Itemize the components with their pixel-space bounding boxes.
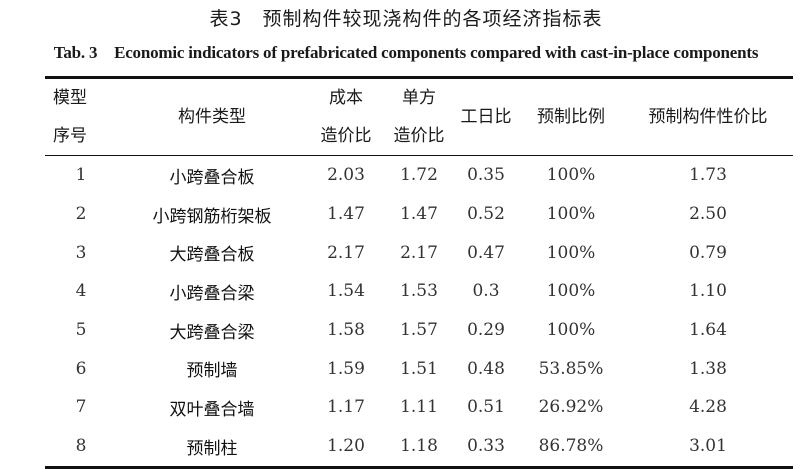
cell-cost-performance: 1.10: [689, 281, 727, 302]
cell-labor-ratio: 0.33: [467, 436, 505, 457]
cell-cost-ratio: 1.20: [327, 436, 365, 457]
table-subtitle: Tab. 3 Economic indicators of prefabrica…: [53, 43, 759, 62]
cell-prefab-ratio: 100%: [546, 165, 596, 186]
cell-component-type: 预制柱: [186, 438, 238, 459]
cell-model-no: 8: [75, 436, 87, 457]
cell-unit-cost-ratio: 1.18: [400, 436, 438, 457]
cell-cost-performance: 1.64: [689, 320, 727, 341]
table-header-row: 模型序号 构件类型 成本造价比 单方造价比 工日比 预制比例 预制构件性价比: [45, 77, 793, 156]
header-line: 成本: [329, 88, 363, 108]
table-title: 表3 预制构件较现浇构件的各项经济指标表: [209, 8, 603, 30]
cell-component-type: 预制墙: [186, 361, 238, 382]
cell-cost-ratio: 1.54: [327, 281, 365, 302]
column-header-cost-ratio: 成本 造价比: [307, 78, 385, 156]
header-line: 序号: [53, 126, 87, 146]
cell-prefab-ratio: 100%: [546, 320, 596, 341]
cell-cost-ratio: 2.17: [327, 242, 365, 263]
cell-prefab-ratio: 53.85%: [538, 358, 604, 379]
column-header-model-no: 模型 序号: [45, 78, 117, 156]
column-header-labor-ratio: 工日比: [460, 107, 512, 127]
cell-cost-ratio: 1.59: [327, 358, 365, 379]
header-line: 模型: [53, 88, 87, 108]
cell-unit-cost-ratio: 2.17: [400, 242, 438, 263]
economic-indicators-table: 模型序号 构件类型 成本造价比 单方造价比 工日比 预制比例 预制构件性价比 1…: [45, 76, 793, 469]
column-header-component-type: 构件类型: [178, 107, 246, 127]
cell-labor-ratio: 0.52: [467, 204, 505, 225]
cell-labor-ratio: 0.29: [467, 320, 505, 341]
cell-labor-ratio: 0.35: [467, 165, 505, 186]
cell-labor-ratio: 0.51: [467, 397, 505, 418]
cell-model-no: 3: [75, 242, 87, 263]
cell-model-no: 2: [75, 204, 87, 225]
cell-model-no: 4: [75, 281, 87, 302]
cell-component-type: 小跨叠合板: [169, 167, 255, 188]
header-line: 造价比: [393, 126, 445, 146]
cell-unit-cost-ratio: 1.47: [400, 204, 438, 225]
table-row: 5 大跨叠合梁 1.58 1.57 0.29 100% 1.64: [45, 311, 793, 350]
column-header-prefab-ratio: 预制比例: [537, 107, 605, 127]
table-row: 1 小跨叠合板 2.03 1.72 0.35 100% 1.73: [45, 156, 793, 195]
cell-cost-performance: 0.79: [689, 242, 727, 263]
cell-model-no: 5: [75, 320, 87, 341]
table-row: 4 小跨叠合梁 1.54 1.53 0.3 100% 1.10: [45, 272, 793, 311]
cell-model-no: 7: [75, 397, 87, 418]
cell-unit-cost-ratio: 1.51: [400, 358, 438, 379]
cell-prefab-ratio: 26.92%: [538, 397, 604, 418]
cell-unit-cost-ratio: 1.72: [400, 165, 438, 186]
cell-prefab-ratio: 100%: [546, 281, 596, 302]
cell-labor-ratio: 0.3: [472, 281, 500, 302]
cell-unit-cost-ratio: 1.53: [400, 281, 438, 302]
cell-cost-performance: 1.38: [689, 358, 727, 379]
cell-prefab-ratio: 100%: [546, 204, 596, 225]
cell-cost-performance: 3.01: [689, 436, 727, 457]
cell-cost-ratio: 1.58: [327, 320, 365, 341]
header-line: 单方: [402, 88, 436, 108]
cell-labor-ratio: 0.47: [467, 242, 505, 263]
cell-component-type: 大跨叠合梁: [169, 322, 255, 343]
cell-labor-ratio: 0.48: [467, 358, 505, 379]
cell-model-no: 1: [75, 165, 87, 186]
cell-cost-ratio: 1.47: [327, 204, 365, 225]
cell-component-type: 小跨钢筋桁架板: [152, 206, 272, 227]
cell-component-type: 大跨叠合板: [169, 245, 255, 266]
cell-cost-ratio: 2.03: [327, 165, 365, 186]
table-row: 2 小跨钢筋桁架板 1.47 1.47 0.52 100% 2.50: [45, 195, 793, 234]
column-header-cost-performance: 预制构件性价比: [648, 107, 768, 127]
cell-component-type: 双叶叠合墙: [169, 399, 255, 420]
cell-unit-cost-ratio: 1.11: [400, 397, 438, 418]
cell-cost-ratio: 1.17: [327, 397, 365, 418]
table-row: 6 预制墙 1.59 1.51 0.48 53.85% 1.38: [45, 349, 793, 388]
cell-cost-performance: 4.28: [689, 397, 727, 418]
cell-unit-cost-ratio: 1.57: [400, 320, 438, 341]
cell-cost-performance: 2.50: [689, 204, 727, 225]
cell-component-type: 小跨叠合梁: [169, 283, 255, 304]
table-row: 8 预制柱 1.20 1.18 0.33 86.78% 3.01: [45, 427, 793, 467]
header-line: 造价比: [320, 126, 372, 146]
table-row: 7 双叶叠合墙 1.17 1.11 0.51 26.92% 4.28: [45, 388, 793, 427]
cell-cost-performance: 1.73: [689, 165, 727, 186]
cell-model-no: 6: [75, 358, 87, 379]
table-row: 3 大跨叠合板 2.17 2.17 0.47 100% 0.79: [45, 233, 793, 272]
cell-prefab-ratio: 100%: [546, 242, 596, 263]
column-header-unit-cost-ratio: 单方 造价比: [385, 78, 453, 156]
cell-prefab-ratio: 86.78%: [538, 436, 604, 457]
